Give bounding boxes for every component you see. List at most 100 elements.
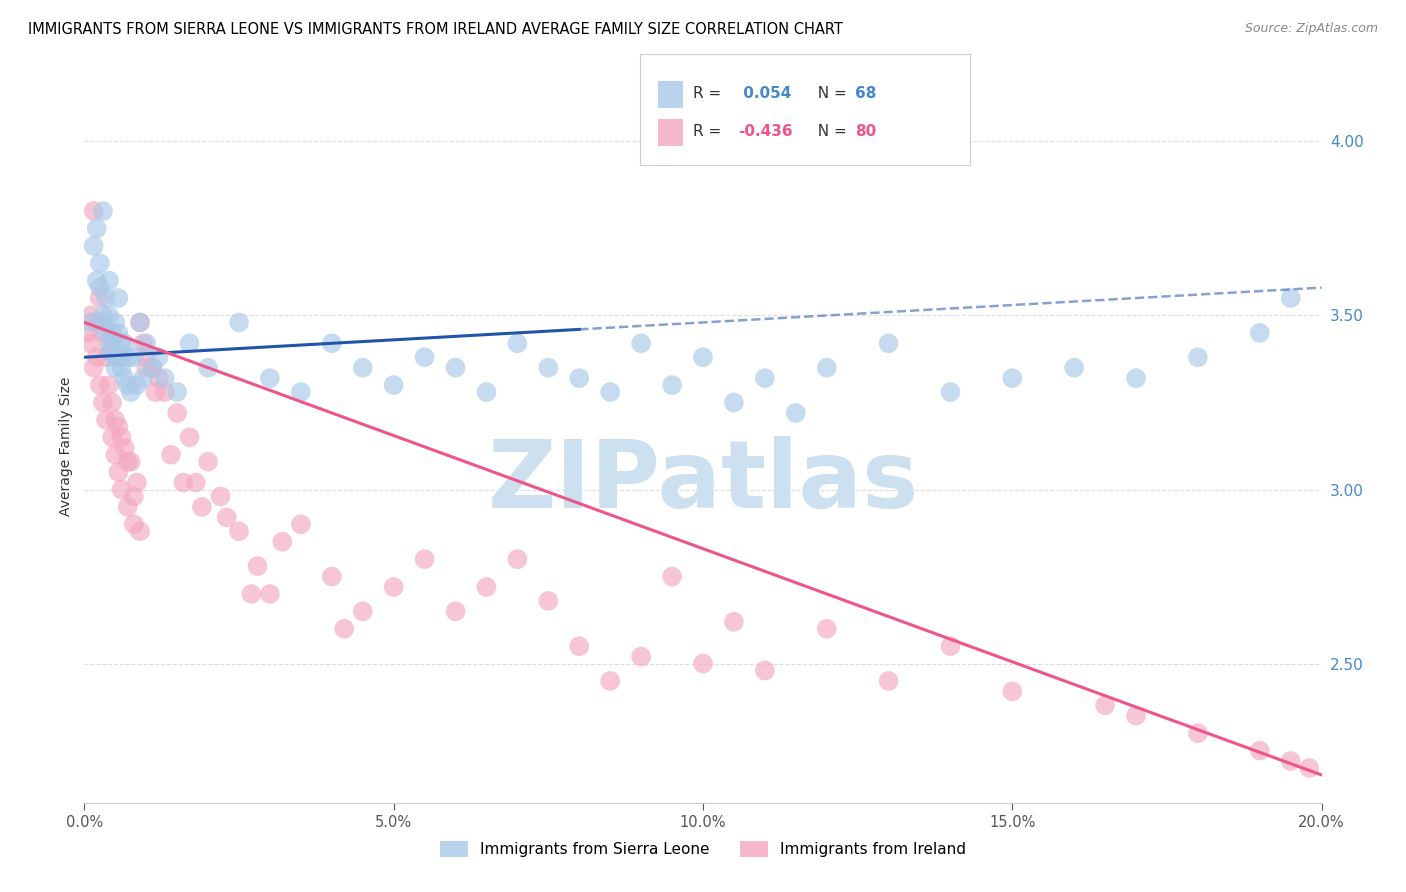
Point (101, 395, 124, 409)
Point (122, 490, 145, 504)
Point (110, 483, 132, 497)
Point (290, 517, 312, 532)
Point (135, 350, 157, 364)
Point (240, 587, 263, 601)
Point (110, 350, 132, 364)
Point (1279, 291, 1302, 305)
Point (129, 315, 152, 329)
Point (89, 256, 111, 270)
Point (815, 622, 838, 636)
Point (94, 350, 117, 364)
Point (939, 385, 962, 400)
Point (83, 360, 105, 375)
Point (444, 360, 467, 375)
Point (120, 455, 142, 469)
Point (76, 326, 98, 340)
Point (110, 336, 132, 351)
Point (191, 500, 214, 514)
Point (110, 360, 132, 375)
Point (568, 371, 591, 385)
Point (94, 291, 117, 305)
Point (475, 580, 498, 594)
Point (537, 594, 560, 608)
Point (179, 430, 201, 444)
Point (79, 309, 101, 323)
Point (114, 441, 136, 455)
Point (444, 604, 467, 618)
Point (692, 657, 714, 671)
Point (94, 413, 117, 427)
Point (1125, 708, 1147, 723)
Point (537, 360, 560, 375)
Point (104, 315, 127, 329)
Text: ZIPatlas: ZIPatlas (488, 435, 918, 528)
Point (1001, 684, 1024, 698)
Point (179, 336, 201, 351)
Point (91, 204, 114, 219)
Point (382, 378, 405, 392)
Point (135, 336, 157, 351)
Point (785, 406, 807, 420)
Point (228, 524, 250, 539)
Text: N =: N = (808, 87, 852, 102)
Point (630, 336, 652, 351)
Point (661, 378, 683, 392)
Point (107, 420, 129, 434)
Point (104, 413, 127, 427)
Point (352, 360, 374, 375)
Point (692, 350, 714, 364)
Point (259, 371, 281, 385)
Point (333, 622, 356, 636)
Point (754, 664, 776, 678)
Point (86, 274, 108, 288)
Point (107, 326, 129, 340)
Point (129, 524, 152, 539)
Point (117, 455, 139, 469)
Point (83, 239, 105, 253)
Point (145, 385, 167, 400)
Point (104, 360, 127, 375)
Point (352, 604, 374, 618)
Point (1094, 698, 1116, 713)
Point (321, 336, 343, 351)
Point (661, 569, 683, 583)
Point (1279, 754, 1302, 768)
Point (86, 350, 108, 364)
Point (153, 371, 176, 385)
Point (101, 336, 124, 351)
Point (110, 430, 132, 444)
Point (125, 378, 148, 392)
Point (197, 360, 219, 375)
Point (91, 395, 114, 409)
Point (197, 455, 219, 469)
Point (132, 336, 155, 351)
Point (117, 378, 139, 392)
Point (1063, 360, 1085, 375)
Point (86, 221, 108, 235)
Point (290, 385, 312, 400)
Point (148, 371, 170, 385)
Point (321, 569, 343, 583)
Point (107, 291, 129, 305)
Point (1249, 326, 1271, 340)
Point (79, 336, 101, 351)
Point (1249, 743, 1271, 757)
Point (599, 673, 621, 688)
Point (877, 336, 900, 351)
Text: 80: 80 (855, 124, 876, 139)
Point (1187, 350, 1209, 364)
Point (114, 371, 136, 385)
Point (129, 315, 152, 329)
Point (148, 350, 170, 364)
Point (89, 280, 111, 294)
Point (1298, 761, 1320, 775)
Point (104, 350, 127, 364)
Point (91, 315, 114, 329)
Point (815, 360, 838, 375)
Text: Source: ZipAtlas.com: Source: ZipAtlas.com (1244, 22, 1378, 36)
Point (98, 274, 121, 288)
Point (120, 385, 142, 400)
Point (246, 559, 269, 574)
Point (107, 465, 129, 479)
Point (630, 649, 652, 664)
